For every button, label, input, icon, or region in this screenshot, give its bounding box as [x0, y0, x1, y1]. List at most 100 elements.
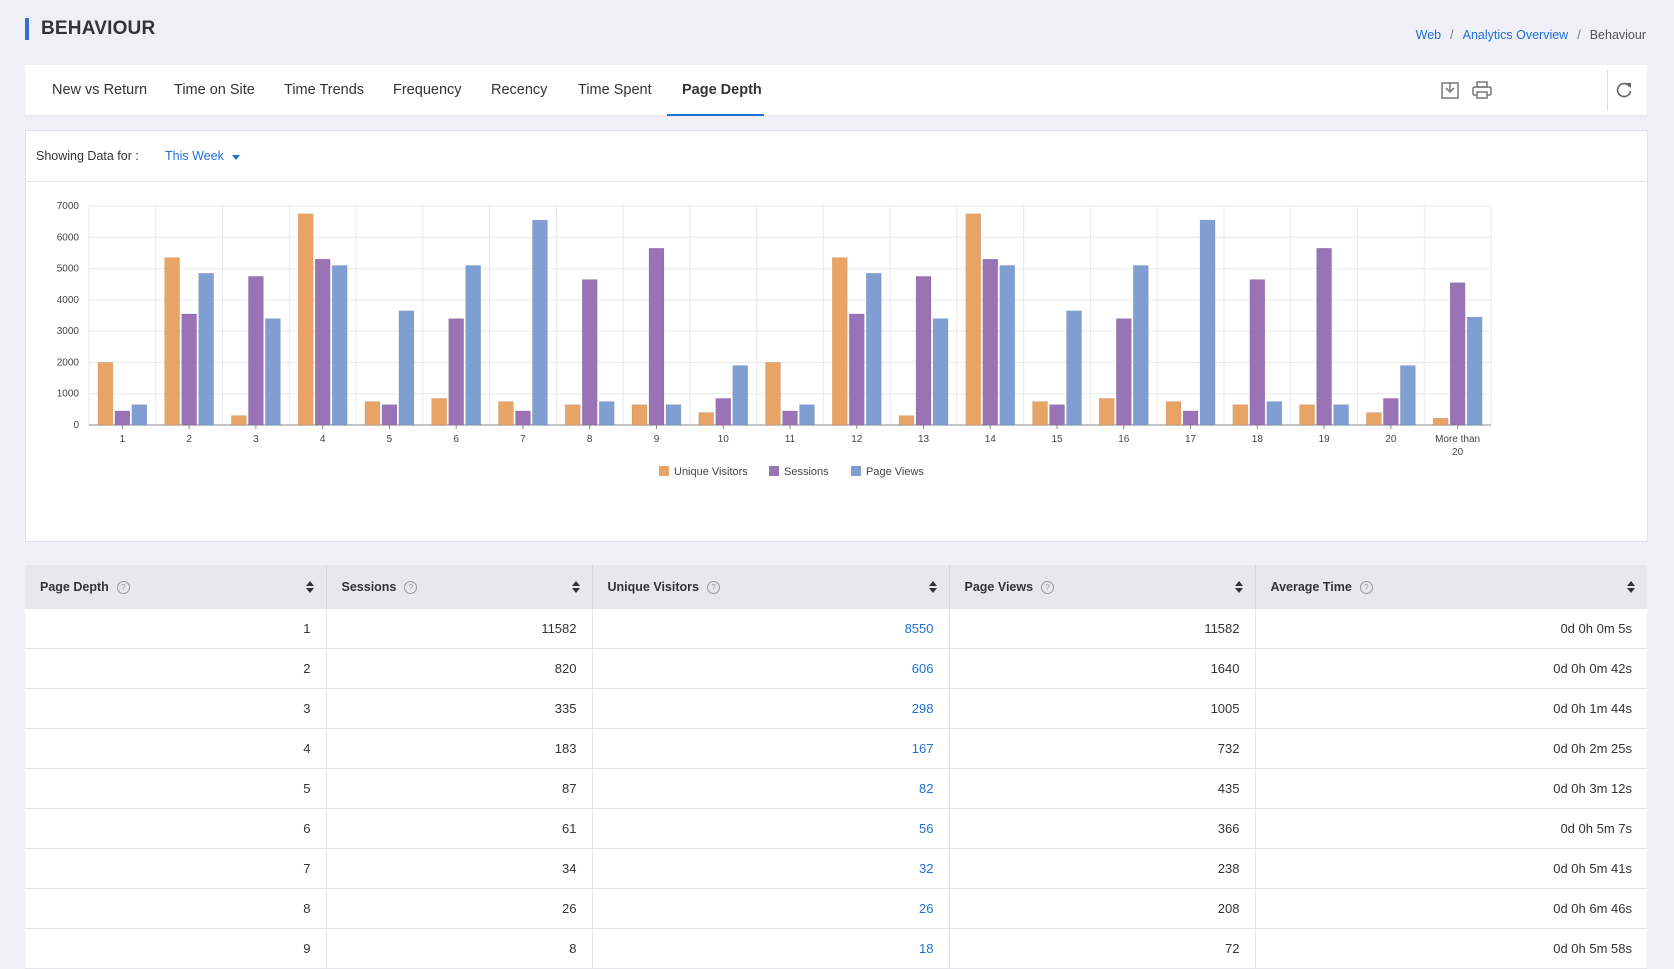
filter-row: Showing Data for : This Week [26, 131, 1647, 182]
x-tick-label: 11 [785, 434, 796, 445]
tab-frequency[interactable]: Frequency [393, 82, 462, 98]
cell-page-views: 732 [949, 728, 1256, 769]
bar-unique-visitors [297, 213, 314, 426]
bar-unique-visitors [765, 362, 781, 426]
table-row: 3 335 298 1005 0d 0h 1m 44s [25, 688, 1647, 729]
tab-page-depth[interactable]: Page Depth [682, 82, 762, 98]
cell-page-views: 1005 [949, 688, 1256, 729]
cell-unique-visitors[interactable]: 32 [592, 848, 950, 889]
bar-page-views [331, 265, 348, 426]
cell-unique-visitors[interactable]: 82 [592, 768, 950, 809]
tab-time-spent[interactable]: Time Spent [578, 82, 652, 98]
page-title: BEHAVIOUR [25, 18, 155, 40]
column-label: Sessions [341, 580, 397, 594]
bar-unique-visitors [698, 412, 715, 426]
download-icon[interactable] [1439, 79, 1461, 101]
help-icon[interactable]: ? [1359, 581, 1373, 594]
cell-sessions: 61 [326, 808, 593, 849]
table-row: 6 61 56 366 0d 0h 5m 7s [25, 808, 1647, 849]
breadcrumb-web[interactable]: Web [1415, 28, 1442, 42]
cell-unique-visitors[interactable]: 298 [592, 688, 950, 729]
cell-sessions: 11582 [326, 609, 593, 649]
bar-sessions [1449, 282, 1466, 426]
legend-swatch [659, 466, 669, 476]
column-header-sessions[interactable]: Sessions? [326, 565, 593, 609]
table-body: 1 11582 8550 11582 0d 0h 0m 5s 2 820 606 1640 0d … [25, 609, 1647, 969]
tab-time-trends[interactable]: Time Trends [284, 82, 365, 98]
bar-sessions [1049, 404, 1065, 426]
cell-sessions: 335 [326, 688, 593, 729]
cell-page-depth: 7 [25, 848, 327, 889]
cell-page-depth: 3 [25, 688, 327, 729]
column-header-page-depth[interactable]: Page Depth? [25, 565, 327, 609]
tab-recency[interactable]: Recency [491, 82, 548, 98]
bar-sessions [1116, 318, 1132, 426]
bar-page-views [532, 219, 548, 426]
sort-icon[interactable] [305, 580, 314, 594]
help-icon[interactable]: ? [404, 581, 418, 594]
legend-swatch [851, 466, 861, 476]
help-icon[interactable]: ? [116, 581, 130, 594]
cell-average-time: 0d 0h 1m 44s [1255, 688, 1647, 729]
sort-icon[interactable] [1627, 580, 1635, 594]
tab-new-vs-return[interactable]: New vs Return [52, 82, 148, 98]
cell-page-depth: 6 [25, 808, 327, 849]
date-range-dropdown[interactable]: This Week [165, 149, 224, 163]
refresh-icon[interactable] [1613, 79, 1635, 101]
cell-average-time: 0d 0h 5m 41s [1255, 848, 1647, 889]
cell-unique-visitors[interactable]: 167 [592, 728, 950, 769]
sort-icon[interactable] [571, 580, 580, 594]
breadcrumb-separator: / [1577, 28, 1581, 42]
cell-page-depth: 9 [25, 928, 327, 969]
x-tick-label: 17 [1185, 434, 1197, 445]
cell-page-depth: 5 [25, 768, 327, 809]
bar-sessions [1316, 247, 1332, 426]
bar-unique-visitors [831, 257, 848, 426]
cell-average-time: 0d 0h 0m 42s [1255, 648, 1647, 689]
cell-page-depth: 2 [25, 648, 327, 689]
bar-unique-visitors [1232, 404, 1249, 426]
y-tick-label: 1000 [57, 389, 80, 400]
legend-label: Unique Visitors [674, 466, 748, 478]
bar-unique-visitors [431, 398, 447, 426]
bar-sessions [114, 410, 131, 426]
bar-unique-visitors [364, 401, 381, 426]
table-row: 8 26 26 208 0d 0h 6m 46s [25, 888, 1647, 929]
cell-unique-visitors[interactable]: 56 [592, 808, 950, 849]
breadcrumb: Web / Analytics Overview / Behaviour [1416, 28, 1646, 42]
cell-page-views: 72 [949, 928, 1256, 969]
x-tick-label: 18 [1252, 434, 1264, 445]
tab-time-on-site[interactable]: Time on Site [174, 82, 255, 98]
bar-sessions [448, 318, 464, 426]
column-label: Page Views [964, 580, 1034, 594]
bar-sessions [1249, 279, 1266, 426]
cell-page-depth: 1 [25, 609, 327, 649]
bar-sessions [515, 410, 531, 426]
column-header-average-time[interactable]: Average Time? [1255, 565, 1647, 609]
chevron-down-icon[interactable] [232, 155, 240, 160]
x-tick-label: 5 [387, 434, 393, 445]
sort-icon[interactable] [928, 580, 937, 594]
bar-sessions [381, 404, 398, 426]
filter-label: Showing Data for : [36, 149, 139, 163]
cell-sessions: 820 [326, 648, 593, 689]
column-label: Page Depth [40, 580, 109, 594]
column-header-page-views[interactable]: Page Views? [949, 565, 1256, 609]
cell-unique-visitors[interactable]: 606 [592, 648, 950, 689]
help-icon[interactable]: ? [706, 581, 720, 594]
cell-sessions: 34 [326, 848, 593, 889]
bar-page-views [1333, 404, 1349, 426]
cell-unique-visitors[interactable]: 26 [592, 888, 950, 929]
print-icon[interactable] [1471, 79, 1493, 101]
bar-page-views [932, 318, 949, 426]
y-tick-label: 4000 [57, 295, 80, 306]
breadcrumb-analytics-overview[interactable]: Analytics Overview [1462, 28, 1569, 42]
sort-icon[interactable] [1234, 580, 1243, 594]
cell-unique-visitors[interactable]: 18 [592, 928, 950, 969]
bar-sessions [648, 247, 665, 426]
cell-unique-visitors[interactable]: 8550 [592, 609, 950, 649]
help-icon[interactable]: ? [1041, 581, 1055, 594]
column-header-unique-visitors[interactable]: Unique Visitors? [592, 565, 950, 609]
bar-sessions [715, 398, 732, 426]
bar-page-views [1400, 365, 1416, 426]
